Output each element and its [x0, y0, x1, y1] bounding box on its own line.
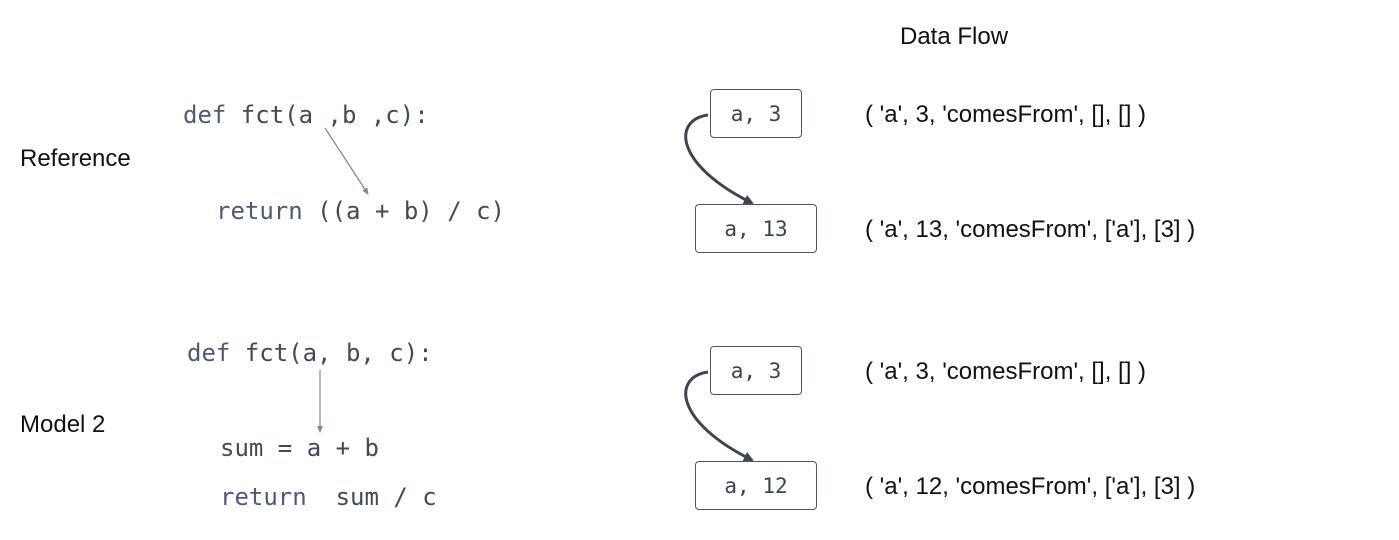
model2-code-line-def: def fct(a, b, c): — [187, 339, 433, 367]
reference-code-line-return: return ((a + b) / c) — [216, 197, 505, 225]
code-text: fct(a ,b ,c): — [226, 101, 429, 129]
model2-node-source: a, 3 — [710, 346, 802, 395]
model2-code-line-sum: sum = a + b — [220, 434, 379, 462]
reference-node-source: a, 3 — [710, 89, 802, 138]
reference-code-line-def: def fct(a ,b ,c): — [183, 101, 429, 129]
reference-node-target: a, 13 — [695, 204, 817, 253]
code-keyword: return — [220, 483, 307, 511]
model2-code-line-return: return sum / c — [220, 483, 437, 511]
code-text: sum / c — [306, 483, 437, 511]
code-keyword: return — [216, 197, 303, 225]
reference-tuple-source: ( 'a', 3, 'comesFrom', [], [] ) — [865, 101, 1147, 128]
model2-node-target: a, 12 — [695, 461, 817, 510]
code-text: fct(a, b, c): — [230, 339, 433, 367]
code-text: ((a + b) / c) — [302, 197, 505, 225]
code-keyword: def — [183, 101, 227, 129]
reference-label: Reference — [20, 145, 131, 172]
reference-pointer-arrow — [324, 127, 369, 195]
code-text: sum = a + b — [220, 434, 379, 462]
model2-flow-arrow — [684, 370, 754, 462]
reference-flow-arrow — [684, 113, 754, 205]
diagram-title: Data Flow — [900, 23, 1009, 50]
code-keyword: def — [187, 339, 231, 367]
model-2-label: Model 2 — [20, 411, 106, 438]
reference-tuple-target: ( 'a', 13, 'comesFrom', ['a'], [3] ) — [865, 216, 1196, 243]
model2-tuple-source: ( 'a', 3, 'comesFrom', [], [] ) — [865, 358, 1147, 385]
model2-tuple-target: ( 'a', 12, 'comesFrom', ['a'], [3] ) — [865, 473, 1196, 500]
